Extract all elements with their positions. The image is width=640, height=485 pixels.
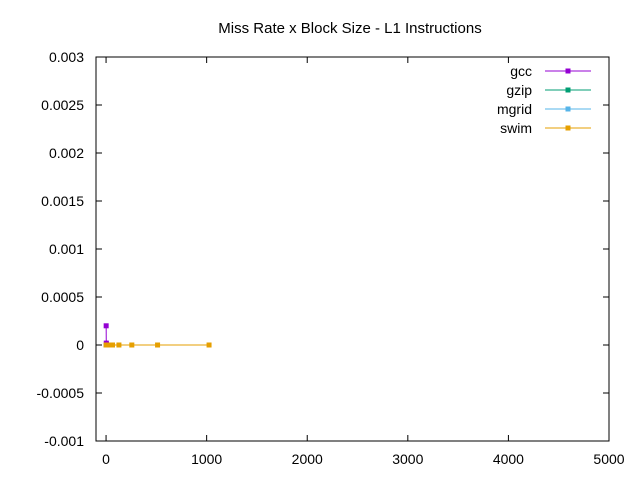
legend-marker-mgrid [565, 106, 571, 112]
y-tick-label: 0.002 [49, 145, 84, 161]
legend: gcc gzip mgrid swim [497, 63, 591, 136]
legend-marker-gcc [565, 68, 571, 74]
data-point-swim [109, 342, 115, 348]
series-swim [103, 342, 212, 348]
x-tick-label: 3000 [392, 451, 423, 467]
plot-frame [95, 56, 610, 442]
axes-layer: 0 1000 2000 3000 4000 5000 -0.001 -0.0005 0 0.000… [37, 49, 625, 467]
x-tick-label: 5000 [593, 451, 624, 467]
legend-label: mgrid [497, 101, 532, 117]
legend-entry-gcc: gcc [510, 63, 591, 79]
data-point-swim [116, 342, 122, 348]
legend-marker-gzip [565, 87, 571, 93]
data-point-swim [106, 342, 112, 348]
legend-entry-swim: swim [500, 120, 591, 136]
data-point-swim [129, 342, 135, 348]
y-tick-label: 0.001 [49, 241, 84, 257]
chart-title: Miss Rate x Block Size - L1 Instructions [218, 20, 481, 37]
legend-label: gcc [510, 63, 532, 79]
legend-entry-gzip: gzip [506, 82, 591, 98]
data-point-swim [206, 342, 212, 348]
legend-entry-mgrid: mgrid [497, 101, 591, 117]
x-tick-label: 1000 [191, 451, 222, 467]
y-tick-label: 0.0025 [41, 97, 84, 113]
legend-label: swim [500, 120, 532, 136]
y-tick-label: -0.0005 [37, 385, 85, 401]
data-point-swim [155, 342, 161, 348]
y-tick-label: -0.001 [44, 433, 84, 449]
legend-label: gzip [506, 82, 532, 98]
x-tick-label: 0 [102, 451, 110, 467]
legend-marker-swim [565, 125, 571, 131]
y-tick-label: 0.0005 [41, 289, 84, 305]
data-point-gcc [103, 323, 109, 329]
series-layer [103, 323, 212, 348]
y-tick-label: 0 [76, 337, 84, 353]
y-tick-label: 0.0015 [41, 193, 84, 209]
x-tick-label: 4000 [493, 451, 524, 467]
x-tick-label: 2000 [292, 451, 323, 467]
y-tick-label: 0.003 [49, 49, 84, 65]
